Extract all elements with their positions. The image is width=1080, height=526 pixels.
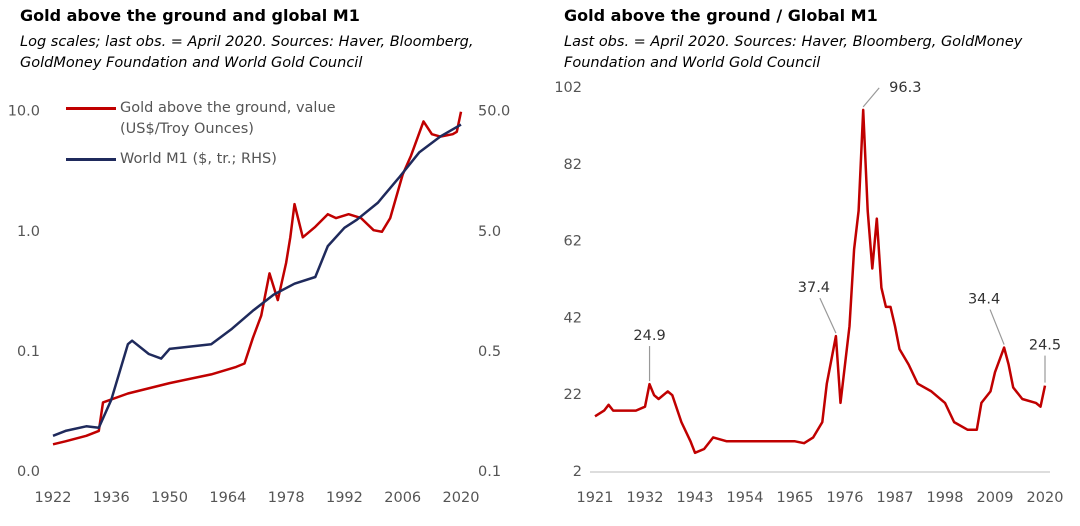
y-tick-label: 62	[564, 234, 582, 250]
chart-subtitle: Log scales; last obs. = April 2020. Sour…	[20, 34, 474, 71]
x-tick-label: 2020	[1027, 490, 1064, 506]
annotation: 96.3	[889, 80, 921, 96]
y-tick-label: 82	[564, 157, 582, 173]
legend-label: Gold above the ground, value (US$/Troy O…	[120, 100, 336, 137]
x-tick-label: 1943	[677, 490, 714, 506]
annotation-leader	[862, 87, 880, 108]
chart-title: Gold above the ground / Global M1	[564, 6, 878, 25]
legend-swatch	[66, 158, 116, 161]
y-tick-label: 1.0	[17, 224, 40, 240]
annotation-leader	[819, 297, 837, 334]
y-tick-label: 2	[573, 464, 582, 480]
y2-tick-label: 50.0	[478, 104, 510, 120]
x-tick-label: 1936	[93, 490, 130, 506]
x-tick-label: 1932	[627, 490, 664, 506]
legend-entry: World M1 ($, tr.; RHS)	[66, 149, 386, 170]
x-tick-label: 1921	[577, 490, 614, 506]
x-tick-label: 2006	[384, 490, 421, 506]
legend-swatch	[66, 107, 116, 110]
legend-label: World M1 ($, tr.; RHS)	[120, 151, 277, 167]
line-series	[52, 111, 463, 446]
y-tick-label: 0.1	[17, 344, 40, 360]
annotation-leader	[989, 309, 1005, 345]
legend-entry: Gold above the ground, value (US$/Troy O…	[66, 98, 386, 140]
y2-tick-label: 5.0	[478, 224, 501, 240]
y-tick-label: 0.0	[17, 464, 40, 480]
annotation: 34.4	[968, 292, 1000, 308]
x-tick-label: 1950	[151, 490, 188, 506]
line-series	[594, 108, 1047, 455]
annotation: 24.5	[1029, 338, 1061, 354]
x-tick-label: 1954	[727, 490, 764, 506]
y-tick-label: 102	[554, 80, 582, 96]
y2-tick-label: 0.1	[478, 464, 501, 480]
x-tick-label: 1922	[35, 490, 72, 506]
chart-title: Gold above the ground and global M1	[20, 6, 360, 25]
annotation: 37.4	[798, 280, 830, 296]
x-tick-label: 1978	[268, 490, 305, 506]
chart-subtitle: Last obs. = April 2020. Sources: Haver, …	[564, 34, 1023, 71]
y-tick-label: 10.0	[8, 104, 40, 120]
x-tick-label: 2009	[977, 490, 1014, 506]
x-tick-label: 1992	[326, 490, 363, 506]
x-tick-label: 2020	[443, 490, 480, 506]
x-tick-label: 1964	[209, 490, 246, 506]
y-tick-label: 22	[564, 387, 582, 403]
x-tick-label: 1976	[827, 490, 864, 506]
annotation: 24.9	[633, 328, 665, 344]
x-tick-label: 1998	[927, 490, 964, 506]
x-tick-label: 1965	[777, 490, 814, 506]
line-series	[52, 123, 462, 437]
y-tick-label: 42	[564, 310, 582, 326]
y2-tick-label: 0.5	[478, 344, 501, 360]
x-tick-label: 1987	[877, 490, 914, 506]
